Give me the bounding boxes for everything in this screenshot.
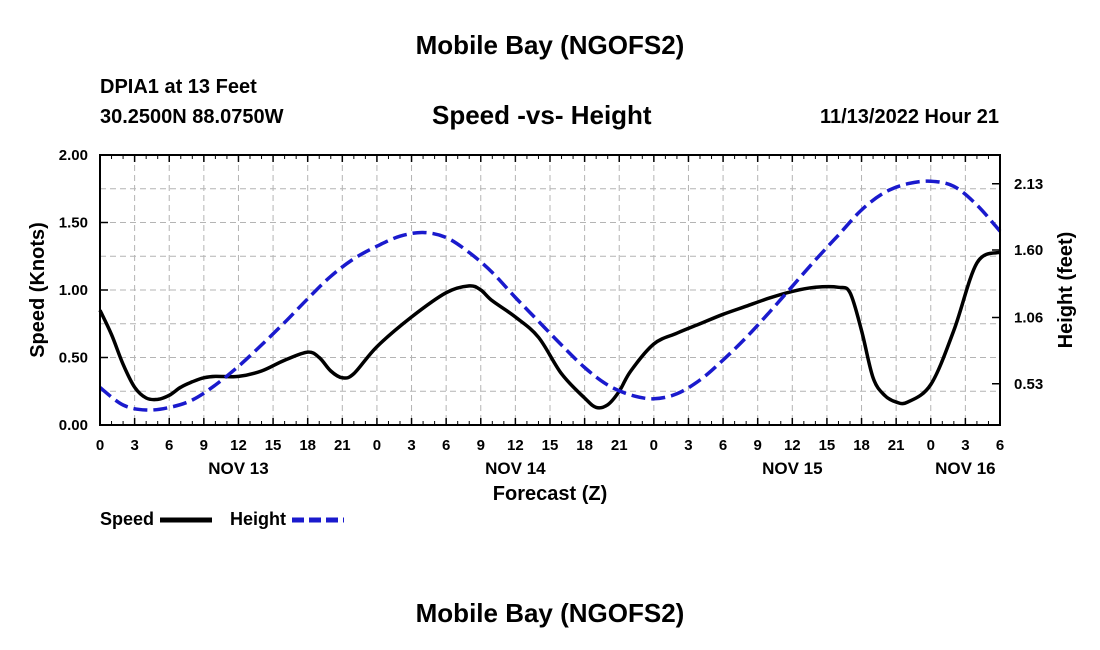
station-label: DPIA1 at 13 Feet <box>100 76 257 98</box>
x-tick-label: 21 <box>334 437 351 454</box>
series-group <box>98 179 1002 412</box>
x-tick-label: 9 <box>200 437 208 454</box>
y2-tick-label: 0.53 <box>1014 376 1043 393</box>
grid-lines <box>100 155 1000 425</box>
x-tick-label: 21 <box>611 437 628 454</box>
bottom-chart-title: Mobile Bay (NGOFS2) <box>415 598 685 628</box>
day-label: NOV 16 <box>935 459 995 478</box>
x-tick-label: 18 <box>299 437 316 454</box>
y-tick-label: 0.50 <box>59 350 88 367</box>
speed-series-line <box>98 250 1001 410</box>
x-tick-label: 0 <box>96 437 104 454</box>
day-label: NOV 14 <box>485 459 546 478</box>
day-label: NOV 13 <box>208 459 268 478</box>
x-tick-label: 6 <box>996 437 1004 454</box>
chart-subtitle: Speed -vs- Height <box>432 100 652 130</box>
x-tick-label: 6 <box>165 437 173 454</box>
height-series-line <box>98 179 1002 412</box>
y2-axis-title: Height (feet) <box>1055 232 1077 349</box>
y-tick-label: 1.50 <box>59 215 88 232</box>
x-tick-label: 12 <box>507 437 524 454</box>
x-tick-label: 3 <box>130 437 138 454</box>
axis-labels: 0 3 6 9 12 15 18 21 0 3 6 9 12 15 18 21 0 3 6 9 12 15 18 21 0 3 6N… <box>59 147 1043 478</box>
x-tick-label: 0 <box>373 437 381 454</box>
x-tick-label: 12 <box>784 437 801 454</box>
x-tick-label: 18 <box>576 437 593 454</box>
x-tick-label: 18 <box>853 437 870 454</box>
forecast-datetime: 11/13/2022 Hour 21 <box>819 106 999 128</box>
x-tick-label: 3 <box>407 437 415 454</box>
x-tick-label: 6 <box>719 437 727 454</box>
y2-tick-label: 2.13 <box>1014 176 1043 193</box>
y-tick-label: 1.00 <box>59 282 88 299</box>
x-tick-label: 15 <box>265 437 282 454</box>
x-tick-label: 9 <box>477 437 485 454</box>
y2-tick-label: 1.60 <box>1014 242 1043 259</box>
y2-tick-label: 1.06 <box>1014 310 1043 327</box>
x-tick-label: 9 <box>754 437 762 454</box>
axis-ticks <box>99 154 1001 426</box>
y-axis-title: Speed (Knots) <box>27 222 49 358</box>
x-tick-label: 0 <box>650 437 658 454</box>
y-tick-label: 0.00 <box>59 417 88 434</box>
legend-speed-label: Speed <box>100 509 154 529</box>
x-axis-title: Forecast (Z) <box>493 483 607 505</box>
x-tick-label: 0 <box>927 437 935 454</box>
x-tick-label: 3 <box>961 437 969 454</box>
x-tick-label: 12 <box>230 437 247 454</box>
day-label: NOV 15 <box>762 459 822 478</box>
x-tick-label: 15 <box>819 437 836 454</box>
y-tick-label: 2.00 <box>59 147 88 164</box>
chart-title: Mobile Bay (NGOFS2) <box>415 30 685 60</box>
x-tick-label: 21 <box>888 437 905 454</box>
station-coordinates: 30.2500N 88.0750W <box>100 106 284 128</box>
x-tick-label: 3 <box>684 437 692 454</box>
legend-height-label: Height <box>230 509 286 529</box>
x-tick-label: 6 <box>442 437 450 454</box>
x-tick-label: 15 <box>542 437 559 454</box>
legend: Speed Height <box>100 509 344 529</box>
